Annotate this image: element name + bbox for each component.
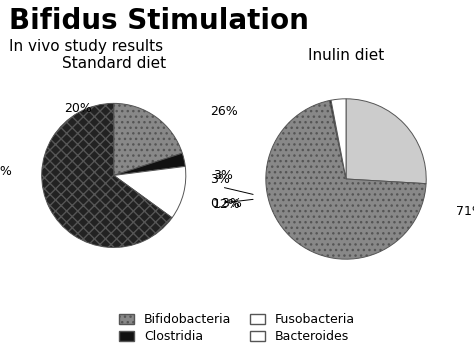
Text: 26%: 26% bbox=[210, 105, 237, 118]
Text: 12%: 12% bbox=[213, 198, 241, 211]
Wedge shape bbox=[114, 166, 186, 218]
Text: 0.3%: 0.3% bbox=[210, 197, 242, 210]
Title: Standard diet: Standard diet bbox=[62, 56, 166, 71]
Wedge shape bbox=[329, 100, 346, 179]
Text: Bifidus Stimulation: Bifidus Stimulation bbox=[9, 7, 310, 35]
Text: 65%: 65% bbox=[0, 165, 12, 178]
Wedge shape bbox=[346, 99, 426, 184]
Text: 3%: 3% bbox=[210, 173, 229, 186]
Wedge shape bbox=[114, 103, 182, 175]
Text: 20%: 20% bbox=[64, 102, 91, 115]
Text: In vivo study results: In vivo study results bbox=[9, 39, 164, 54]
Wedge shape bbox=[42, 103, 172, 247]
Wedge shape bbox=[114, 153, 185, 175]
Text: 3%: 3% bbox=[213, 169, 233, 182]
Wedge shape bbox=[266, 101, 426, 259]
Text: 71%: 71% bbox=[456, 205, 474, 218]
Title: Inulin diet: Inulin diet bbox=[308, 48, 384, 63]
Legend: Bifidobacteria, Clostridia, Fusobacteria, Bacteroides: Bifidobacteria, Clostridia, Fusobacteria… bbox=[114, 309, 360, 348]
Wedge shape bbox=[331, 99, 346, 179]
